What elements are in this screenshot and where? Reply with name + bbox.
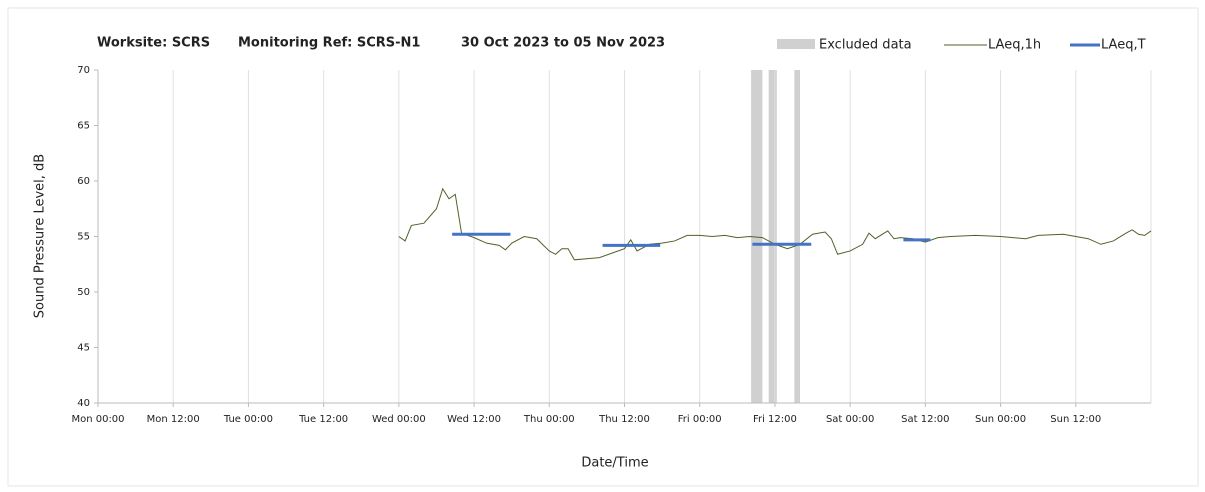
legend-label: LAeq,1h — [988, 38, 1041, 53]
x-tick-label: Sun 00:00 — [975, 414, 1026, 425]
y-tick-label: 65 — [77, 121, 90, 132]
x-axis-label: Date/Time — [581, 456, 648, 471]
laeq-1h-line — [398, 187, 1152, 261]
title-worksite: Worksite: SCRS — [97, 36, 210, 51]
excluded-band — [751, 70, 763, 403]
x-tick-label: Fri 12:00 — [753, 414, 797, 425]
x-tick-label: Mon 00:00 — [71, 414, 124, 425]
x-tick-label: Tue 12:00 — [298, 414, 348, 425]
y-tick-label: 70 — [77, 65, 90, 76]
chart-frame — [7, 7, 1199, 487]
x-tick-label: Thu 12:00 — [598, 414, 650, 425]
title-ref: Monitoring Ref: SCRS-N1 — [238, 36, 420, 51]
x-tick-label: Fri 00:00 — [678, 414, 722, 425]
excluded-band — [794, 70, 800, 403]
legend-label: LAeq,T — [1101, 38, 1146, 53]
y-tick-label: 45 — [77, 343, 90, 354]
x-tick-label: Sat 12:00 — [901, 414, 949, 425]
legend-label: Excluded data — [819, 38, 912, 53]
y-tick-label: 60 — [77, 176, 90, 187]
x-tick-label: Tue 00:00 — [223, 414, 273, 425]
y-axis-label: Sound Pressure Level, dB — [33, 154, 48, 318]
legend-swatch — [777, 39, 815, 49]
x-tick-label: Wed 00:00 — [372, 414, 426, 425]
x-tick-label: Thu 00:00 — [523, 414, 575, 425]
y-tick-label: 55 — [77, 232, 90, 243]
x-tick-label: Sun 12:00 — [1050, 414, 1101, 425]
x-tick-label: Sat 00:00 — [826, 414, 874, 425]
y-tick-label: 40 — [77, 398, 90, 409]
x-tick-label: Wed 12:00 — [447, 414, 501, 425]
x-tick-label: Mon 12:00 — [147, 414, 200, 425]
title-dates: 30 Oct 2023 to 05 Nov 2023 — [461, 36, 665, 51]
excluded-band — [768, 70, 777, 403]
y-tick-label: 50 — [77, 287, 90, 298]
